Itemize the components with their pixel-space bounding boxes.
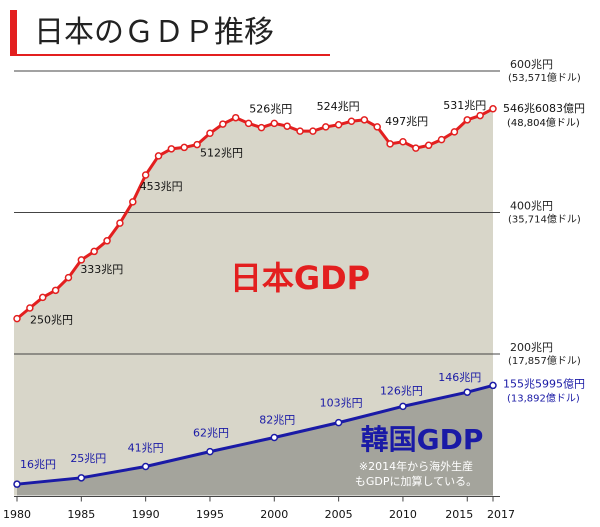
data-point (193, 140, 201, 149)
x-tick-label: 1980 (3, 508, 31, 521)
data-point (154, 152, 163, 160)
data-label: 453兆円 (140, 180, 183, 193)
y-tick-label: 600兆円 (510, 58, 553, 71)
series-name: 日本GDP (230, 259, 370, 297)
x-tick-label: 2015 (445, 508, 473, 521)
x-tick-label: 1990 (132, 508, 160, 521)
data-label: 82兆円 (259, 413, 295, 426)
usd-label: (48,804億ドル) (507, 116, 580, 129)
data-point (231, 113, 240, 122)
data-point (360, 116, 369, 124)
data-point (38, 293, 47, 302)
x-tick-label: 2000 (260, 508, 288, 521)
data-point (77, 474, 86, 482)
data-label: 512兆円 (200, 146, 243, 159)
y-tick-usd-label: (53,571億ドル) (508, 71, 581, 84)
data-point (399, 138, 407, 146)
data-point (450, 128, 459, 136)
data-point (463, 388, 472, 396)
data-point (64, 273, 73, 282)
data-label: 155兆5995億円 (503, 377, 585, 390)
y-tick-label: 400兆円 (510, 200, 553, 213)
data-point (244, 119, 253, 128)
data-label: 25兆円 (70, 452, 106, 465)
data-point (489, 381, 497, 390)
data-point (373, 123, 381, 131)
data-label: 41兆円 (128, 441, 164, 454)
data-point (129, 198, 137, 206)
data-point (437, 135, 446, 144)
data-point (386, 140, 394, 148)
x-tick-label: 1995 (196, 508, 224, 521)
data-point (180, 143, 188, 152)
data-point (13, 314, 21, 323)
note: もGDPに加算している。 (355, 474, 477, 488)
data-point (141, 171, 150, 179)
series-name: 韓国GDP (361, 423, 484, 456)
x-tick-label: 2017 (487, 508, 515, 521)
data-point (463, 116, 472, 124)
data-label: 250兆円 (30, 314, 73, 327)
data-point (90, 247, 98, 256)
data-label: 524兆円 (317, 100, 360, 113)
data-label: 526兆円 (249, 102, 292, 115)
data-label: 531兆円 (443, 99, 486, 112)
x-tick-label: 2005 (325, 508, 353, 521)
data-point (13, 480, 21, 488)
data-point (309, 127, 317, 135)
data-point (270, 119, 279, 128)
y-tick-usd-label: (35,714億ドル) (508, 213, 581, 226)
data-point (116, 219, 124, 227)
data-point (26, 304, 34, 312)
data-point (412, 144, 420, 152)
data-point (334, 121, 343, 129)
data-point (322, 123, 330, 131)
area-fill (17, 385, 493, 496)
data-label: 497兆円 (385, 115, 428, 128)
data-label: 146兆円 (438, 371, 481, 384)
data-point (347, 117, 356, 125)
data-point (257, 123, 266, 132)
data-point (270, 433, 279, 442)
x-tick-label: 1985 (67, 508, 95, 521)
data-label: 546兆6083億円 (503, 102, 585, 115)
data-label: 16兆円 (20, 458, 56, 471)
title-accent (10, 10, 17, 56)
data-label: 103兆円 (320, 397, 363, 410)
y-tick-label: 200兆円 (510, 341, 553, 354)
note: ※2014年から海外生産 (359, 459, 473, 473)
data-point (141, 462, 150, 471)
data-point (399, 402, 407, 411)
data-point (296, 127, 304, 135)
data-label: 126兆円 (380, 384, 423, 397)
usd-label: (13,892億ドル) (507, 391, 580, 404)
data-point (51, 286, 60, 295)
x-tick-label: 2010 (389, 508, 417, 521)
data-label: 333兆円 (80, 263, 123, 276)
data-point (489, 105, 497, 113)
data-point (167, 145, 176, 153)
data-point (103, 237, 111, 245)
data-point (476, 111, 484, 120)
y-tick-usd-label: (17,857億ドル) (508, 354, 581, 367)
data-point (334, 418, 343, 427)
chart-title: 日本のＧＤＰ推移 (34, 15, 274, 50)
data-point (424, 141, 433, 150)
data-point (206, 447, 214, 456)
data-point (283, 122, 291, 130)
data-point (206, 129, 214, 138)
data-point (77, 256, 86, 264)
data-point (219, 120, 227, 128)
data-label: 62兆円 (193, 427, 229, 440)
